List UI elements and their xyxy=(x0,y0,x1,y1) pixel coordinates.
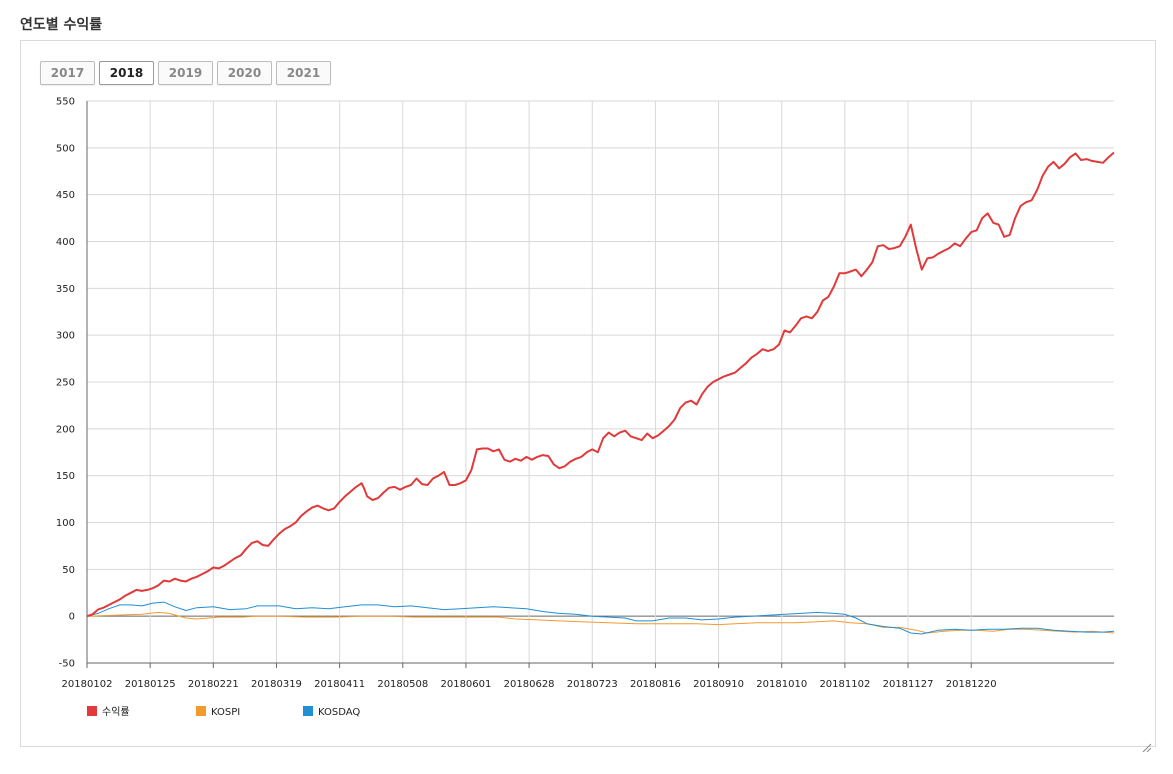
chart-series xyxy=(86,151,1115,635)
legend-item-kosdaq-swatch xyxy=(303,706,313,716)
legend-item-kospi-swatch xyxy=(196,706,206,716)
year-tab-2020[interactable]: 2020 xyxy=(217,61,272,85)
x-tick-label: 20180411 xyxy=(314,679,365,690)
year-tab-group: 2017 2018 2019 2020 2021 xyxy=(40,61,331,85)
y-tick-label: 400 xyxy=(56,237,75,248)
x-tick-label: 20180221 xyxy=(188,679,239,690)
y-tick-label: 550 xyxy=(56,97,75,108)
y-tick-label: 150 xyxy=(56,471,75,482)
x-tick-label: 20181220 xyxy=(946,679,997,690)
x-tick-label: 20180508 xyxy=(377,679,428,690)
y-tick-label: 500 xyxy=(56,143,75,154)
y-tick-label: 0 xyxy=(69,612,75,623)
x-tick-label: 20181010 xyxy=(756,679,807,690)
legend-item-returns-label: 수익률 xyxy=(102,706,130,718)
year-tab-2017[interactable]: 2017 xyxy=(40,61,95,85)
x-tick-label: 20180628 xyxy=(504,679,555,690)
y-tick-label: 100 xyxy=(56,518,75,529)
chart-grid xyxy=(86,100,1114,664)
chart-axes: -50 0 50 100 150 200 250 300 350 400 450 500 550 2018… xyxy=(56,97,1114,690)
y-tick-label: 200 xyxy=(56,424,75,435)
x-tick-label: 20181102 xyxy=(819,679,870,690)
kosdaq-series-line xyxy=(86,601,1115,635)
y-tick-label: 50 xyxy=(62,565,75,576)
x-tick-label: 20180723 xyxy=(567,679,618,690)
x-tick-label: 20180125 xyxy=(125,679,176,690)
year-tab-2021[interactable]: 2021 xyxy=(276,61,331,85)
legend-item-kosdaq-label: KOSDAQ xyxy=(318,707,360,718)
year-tab-2018[interactable]: 2018 xyxy=(99,61,154,85)
resize-grip-icon[interactable] xyxy=(1141,742,1151,752)
chart-panel xyxy=(20,40,1156,747)
legend-item-returns-swatch xyxy=(87,706,97,716)
legend-item-kospi-label: KOSPI xyxy=(211,707,240,718)
x-tick-label: 20181127 xyxy=(883,679,934,690)
y-tick-label: 300 xyxy=(56,331,75,342)
y-tick-label: 450 xyxy=(56,190,75,201)
year-tab-2019[interactable]: 2019 xyxy=(158,61,213,85)
x-tick-label: 20180102 xyxy=(62,679,113,690)
y-tick-label: 350 xyxy=(56,284,75,295)
x-tick-label: 20180601 xyxy=(440,679,491,690)
y-tick-label: -50 xyxy=(59,659,75,670)
x-tick-label: 20180910 xyxy=(693,679,744,690)
returns-series-line xyxy=(86,151,1115,618)
chart-legend: 수익률 KOSPI KOSDAQ xyxy=(87,706,360,718)
y-tick-label: 250 xyxy=(56,378,75,389)
page-title: 연도별 수익률 xyxy=(20,17,103,33)
kospi-series-line xyxy=(86,611,1115,634)
x-tick-label: 20180319 xyxy=(251,679,302,690)
x-tick-label: 20180816 xyxy=(630,679,681,690)
